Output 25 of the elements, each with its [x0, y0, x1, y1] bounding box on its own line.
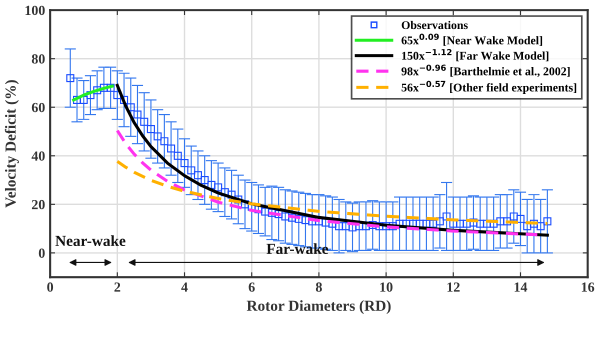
x-axis-title: Rotor Diameters (RD): [246, 300, 391, 314]
x-tick-label: 16: [582, 282, 594, 292]
line-series: [116, 129, 539, 236]
x-tick-label: 12: [447, 282, 460, 292]
x-tick-label: 6: [248, 282, 255, 292]
y-tick-label: 60: [32, 102, 45, 112]
y-tick-label: 80: [32, 54, 45, 64]
y-axis-title: Velocity Deficit (%): [4, 80, 19, 208]
x-tick-label: 2: [114, 282, 120, 292]
legend-label: 98x$^{−0.96}$ [Barthelmie et al., 2002]: [401, 64, 570, 78]
annotation: Far-wake: [266, 243, 328, 254]
legend-label: 56x$^{−0.57}$ [Other field experiments]: [402, 80, 576, 94]
x-tick-label: 10: [380, 282, 393, 292]
x-tick-label: 4: [181, 282, 188, 292]
y-tick-label: 20: [32, 200, 45, 210]
x-tick-label: 8: [316, 282, 322, 292]
x-tick-label: 0: [47, 282, 54, 292]
legend-label: 65x$^{0.09}$ [Near Wake Model]: [402, 34, 542, 46]
y-tick-label: 100: [26, 6, 45, 16]
legend-label: 150x$^{−1.12}$ [Far Wake Model]: [402, 48, 548, 62]
y-tick-label: 0: [38, 248, 45, 258]
x-tick-label: 14: [514, 282, 528, 292]
legend-label: Observations: [402, 20, 468, 30]
y-tick-label: 40: [32, 151, 45, 161]
annotation: Near-wake: [55, 235, 126, 246]
